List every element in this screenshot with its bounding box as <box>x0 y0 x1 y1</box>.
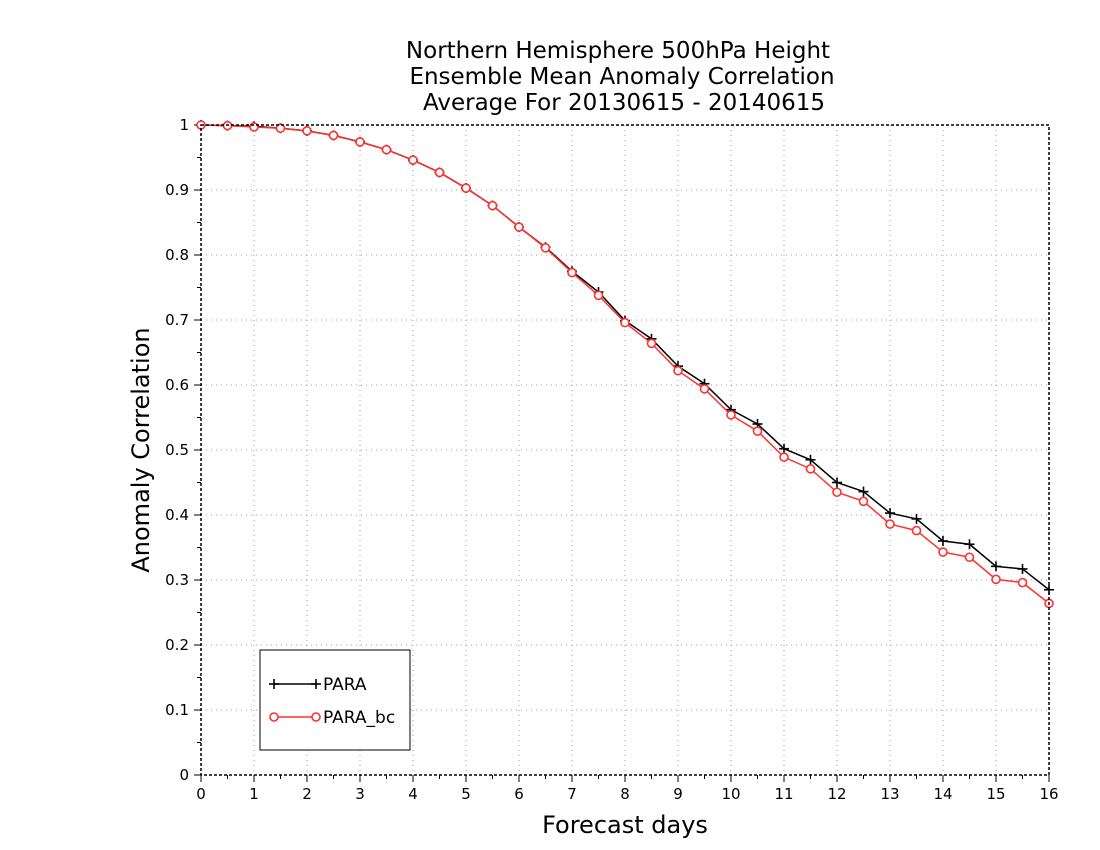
x-tick-label: 4 <box>408 785 418 803</box>
data-point <box>275 123 286 134</box>
x-tick-label: 15 <box>986 785 1005 803</box>
data-point <box>673 365 683 376</box>
legend-label: PARA_bc <box>323 708 395 728</box>
data-point <box>408 155 418 165</box>
data-point <box>991 574 1001 585</box>
x-tick-label: 16 <box>1039 785 1058 803</box>
data-point <box>858 496 869 507</box>
data-point <box>779 452 789 462</box>
data-point <box>487 200 498 211</box>
x-tick-label: 9 <box>673 785 683 803</box>
x-tick-label: 11 <box>774 785 793 803</box>
y-tick-label: 0.1 <box>165 701 189 719</box>
y-tick-label: 0.8 <box>165 246 189 264</box>
data-point <box>302 126 312 136</box>
data-point <box>938 547 948 557</box>
x-tick-label: 0 <box>196 785 206 803</box>
title-line-3: Average For 20130615 - 20140615 <box>423 90 825 116</box>
data-point <box>885 508 895 519</box>
data-point <box>593 290 604 301</box>
y-tick-label: 0.3 <box>165 571 189 589</box>
legend-marker <box>269 712 279 722</box>
y-tick-label: 0.6 <box>165 376 189 394</box>
y-axis-title: Anomaly Correlation <box>127 327 155 572</box>
data-point <box>620 317 630 328</box>
data-point <box>805 464 816 474</box>
x-tick-label: 14 <box>933 785 952 803</box>
data-point <box>911 513 922 524</box>
x-tick-label: 2 <box>302 785 312 803</box>
x-tick-label: 6 <box>514 785 524 803</box>
data-point <box>381 144 392 155</box>
data-point <box>726 410 736 420</box>
y-axis: 0 0.1 0.2 0.3 0.4 0.5 0.6 0.7 0.8 0.9 1 <box>165 116 201 784</box>
data-point <box>991 561 1001 572</box>
data-point <box>567 267 577 278</box>
legend-marker <box>311 679 321 689</box>
x-axis-title: Forecast days <box>542 811 708 839</box>
data-point <box>938 536 948 546</box>
x-tick-label: 12 <box>827 785 846 803</box>
y-tick-label: 0.9 <box>165 181 189 199</box>
x-tick-label: 7 <box>567 785 577 803</box>
data-point <box>832 487 842 498</box>
y-tick-label: 0.5 <box>165 441 189 459</box>
data-point <box>646 338 657 349</box>
data-point <box>461 183 471 193</box>
data-point <box>355 137 365 147</box>
legend-items: PARA PARA_bc <box>269 675 395 728</box>
series-PARA <box>196 120 1054 595</box>
legend-marker <box>269 679 279 689</box>
legend: PARA PARA_bc <box>259 649 411 751</box>
data-point <box>434 167 445 178</box>
legend-box <box>259 649 411 751</box>
data-point <box>540 243 551 253</box>
data-point <box>1017 563 1028 574</box>
legend-item: PARA_bc <box>269 708 395 728</box>
y-tick-label: 0.4 <box>165 506 189 524</box>
data-point <box>911 525 922 536</box>
data-point <box>328 130 339 141</box>
title-line-1: Northern Hemisphere 500hPa Height <box>406 38 830 64</box>
series-line <box>200 124 1050 604</box>
series-PARA_bc <box>196 120 1054 609</box>
x-tick-label: 8 <box>620 785 630 803</box>
series-layer <box>196 120 1054 609</box>
data-point <box>964 552 975 563</box>
y-tick-label: 1 <box>179 116 189 134</box>
data-point <box>858 486 869 497</box>
data-point <box>885 519 895 529</box>
legend-label: PARA <box>323 675 367 695</box>
y-tick-label: 0.2 <box>165 636 189 654</box>
legend-marker <box>311 712 321 722</box>
x-tick-label: 1 <box>249 785 259 803</box>
data-point <box>752 426 763 436</box>
chart-title: Northern Hemisphere 500hPa Height Ensemb… <box>406 38 835 116</box>
x-tick-label: 5 <box>461 785 471 803</box>
plot-frame <box>200 124 1050 776</box>
x-axis: 0 1 2 3 4 5 6 7 8 9 10 11 12 13 14 15 16 <box>196 775 1059 803</box>
data-point <box>514 222 524 232</box>
title-line-2: Ensemble Mean Anomaly Correlation <box>409 64 834 90</box>
x-tick-label: 13 <box>880 785 899 803</box>
data-point <box>1017 577 1028 588</box>
data-point <box>699 384 710 394</box>
y-tick-label: 0.7 <box>165 311 189 329</box>
data-point <box>805 454 816 465</box>
x-tick-label: 10 <box>721 785 740 803</box>
y-tick-label: 0 <box>179 766 189 784</box>
x-tick-label: 3 <box>355 785 365 803</box>
legend-item: PARA <box>269 675 367 695</box>
data-point <box>964 539 975 550</box>
data-point <box>249 122 259 132</box>
data-point <box>832 477 842 488</box>
grid <box>201 125 1049 775</box>
data-point <box>779 443 789 454</box>
